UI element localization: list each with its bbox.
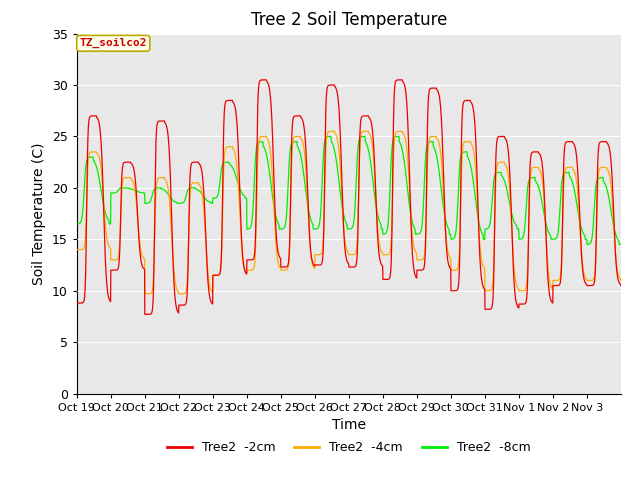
X-axis label: Time: Time	[332, 418, 366, 432]
Y-axis label: Soil Temperature (C): Soil Temperature (C)	[33, 143, 46, 285]
Text: TZ_soilco2: TZ_soilco2	[79, 38, 147, 48]
Title: Tree 2 Soil Temperature: Tree 2 Soil Temperature	[251, 11, 447, 29]
Legend: Tree2  -2cm, Tree2  -4cm, Tree2  -8cm: Tree2 -2cm, Tree2 -4cm, Tree2 -8cm	[162, 436, 536, 459]
